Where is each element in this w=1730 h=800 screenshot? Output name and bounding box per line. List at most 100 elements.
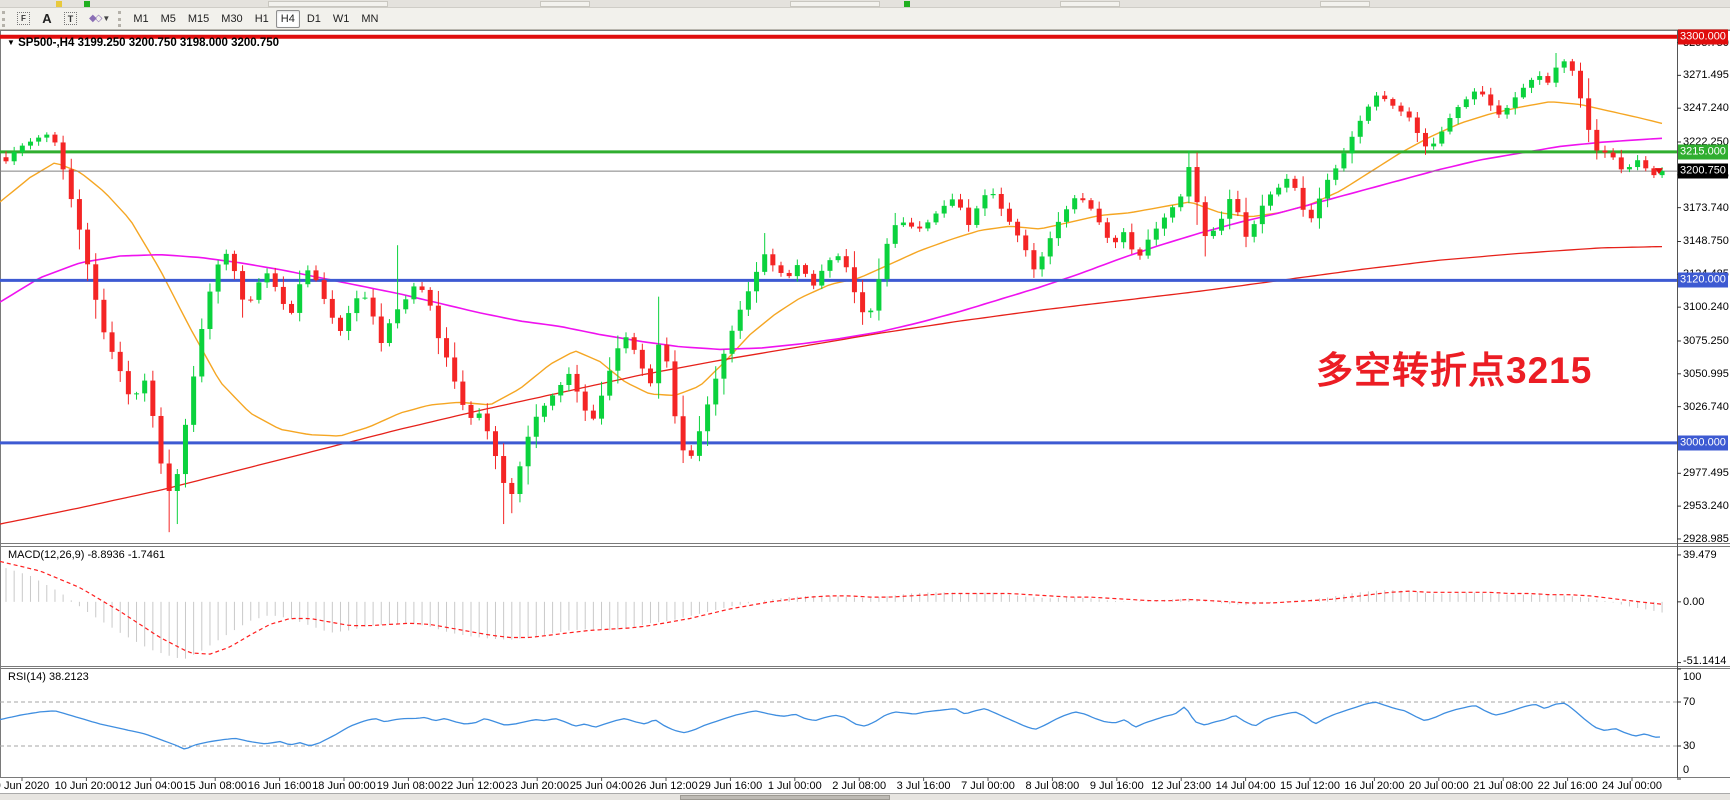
timeframe-button-group: M1 M5 M15 M30 H1 H4 D1 W1 MN	[127, 9, 384, 28]
toolbar-fragment	[268, 1, 388, 7]
timeframe-button-w1[interactable]: W1	[332, 12, 350, 25]
rsi-axis-label: 100	[1683, 671, 1702, 683]
price-axis-label: 3050.995	[1683, 367, 1729, 380]
scrollbar-thumb[interactable]	[680, 795, 890, 800]
top-toolbar-strip	[0, 0, 1730, 8]
time-axis-label: 9 Jun 2020	[0, 780, 50, 792]
toolbar-green-icon	[904, 1, 910, 7]
time-axis-label: 26 Jun 12:00	[634, 780, 698, 792]
drawing-and-timeframe-toolbar: F A T ◆◇ ▼ M1 M5 M15 M30 H1 H4 D1 W1 MN	[0, 8, 1730, 30]
price-badge: 3120.000	[1678, 272, 1728, 288]
chart-title[interactable]: ▼ SP500-,H4 3199.250 3200.750 3198.000 3…	[7, 37, 279, 49]
timeframe-button-h1[interactable]: H1	[254, 12, 269, 25]
time-axis-label: 9 Jul 16:00	[1089, 780, 1144, 792]
time-axis-label: 7 Jul 00:00	[961, 780, 1015, 792]
price-axis-label: 3026.740	[1683, 400, 1729, 413]
time-axis-label: 8 Jul 08:00	[1025, 780, 1080, 792]
chart-ohlc-values: 3199.250 3200.750 3198.000 3200.750	[77, 37, 280, 49]
toolbar-fragment	[1060, 1, 1120, 7]
price-badge: 3300.000	[1678, 29, 1728, 45]
price-axis-label: 2928.985	[1683, 532, 1729, 545]
time-axis-label: 2 Jul 08:00	[832, 780, 887, 792]
rsi-axis-label: 0	[1683, 764, 1690, 776]
toolbar-drag-handle[interactable]	[118, 10, 123, 27]
time-axis-label: 20 Jul 00:00	[1408, 780, 1469, 792]
timeframe-button-m5[interactable]: M5	[160, 12, 176, 25]
toolbar-fragment	[790, 1, 880, 7]
rsi-name: RSI(14)	[8, 671, 46, 683]
price-axis-label: 3247.240	[1683, 102, 1729, 115]
time-axis-label: 15 Jul 12:00	[1280, 780, 1340, 792]
price-axis-label: 3148.750	[1683, 235, 1729, 248]
current-price-arrow-icon	[1655, 168, 1663, 175]
macd-axis-label: 39.479	[1683, 548, 1717, 561]
price-badge: 3215.000	[1678, 144, 1728, 160]
time-axis-label: 10 Jun 20:00	[54, 780, 119, 792]
macd-values: -8.8936 -1.7461	[87, 549, 166, 561]
shapes-tool-icon: ◆◇	[89, 13, 102, 24]
ma-slow-red	[0, 245, 1663, 525]
price-axis-label: 2953.240	[1683, 500, 1729, 513]
time-axis-label: 16 Jun 16:00	[247, 780, 312, 792]
time-axis-label: 14 Jul 04:00	[1215, 780, 1276, 792]
ma-mid-magenta	[0, 137, 1663, 351]
toolbar-fragment	[1320, 1, 1370, 7]
time-axis-label: 15 Jun 08:00	[183, 780, 247, 792]
time-axis-label: 22 Jun 12:00	[440, 780, 505, 792]
rsi-axis-label: 30	[1683, 740, 1696, 752]
toolbar-fragment	[540, 1, 590, 7]
time-axis-label: 22 Jul 16:00	[1537, 780, 1598, 792]
macd-indicator-label[interactable]: MACD(12,26,9) -8.8936 -1.7461	[8, 549, 165, 561]
price-badge: 3200.750	[1678, 163, 1728, 179]
macd-signal-line	[0, 560, 1663, 655]
price-badge: 3000.000	[1678, 435, 1728, 451]
macd-name: MACD(12,26,9)	[8, 549, 85, 561]
time-axis-label: 19 Jun 08:00	[376, 780, 441, 792]
toolbar-drag-handle[interactable]	[2, 10, 7, 27]
timeframe-button-mn[interactable]: MN	[361, 12, 379, 25]
time-axis-label: 1 Jul 00:00	[767, 780, 822, 792]
time-axis-label: 29 Jun 16:00	[698, 780, 763, 792]
toolbar-green-icon	[84, 1, 90, 7]
price-axis-label: 3075.250	[1683, 334, 1729, 347]
time-axis-label: 16 Jul 20:00	[1344, 780, 1405, 792]
text-label-button[interactable]: A	[37, 10, 57, 28]
text-tool-button[interactable]: T	[59, 10, 82, 28]
chart-shift-icon: F	[17, 12, 30, 25]
chart-dropdown-icon[interactable]: ▼	[7, 38, 15, 47]
price-axis-label: 3173.740	[1683, 201, 1729, 214]
rsi-line	[0, 701, 1661, 750]
shapes-tool-button[interactable]: ◆◇ ▼	[84, 10, 115, 28]
time-axis-label: 23 Jun 20:00	[505, 780, 569, 792]
ma-fast-orange	[0, 101, 1663, 437]
time-axis-label: 18 Jun 00:00	[312, 780, 376, 792]
chart-annotation-text[interactable]: 多空转折点3215	[1316, 350, 1593, 391]
timeframe-button-m1[interactable]: M1	[133, 12, 149, 25]
timeframe-button-m15[interactable]: M15	[187, 12, 210, 25]
time-axis-label: 25 Jun 04:00	[569, 780, 634, 792]
timeframe-button-m30[interactable]: M30	[221, 12, 243, 25]
rsi-indicator-label[interactable]: RSI(14) 38.2123	[8, 671, 89, 683]
rsi-value: 38.2123	[48, 671, 89, 683]
text-label-icon: A	[42, 11, 52, 26]
price-axis-label: 3271.495	[1683, 69, 1729, 82]
timeframe-button-h4[interactable]: H4	[275, 9, 300, 28]
timeframe-button-d1[interactable]: D1	[306, 12, 321, 25]
chart-shift-button[interactable]: F	[12, 10, 35, 28]
rsi-axis-label: 70	[1683, 696, 1696, 708]
macd-axis-label: -51.1414	[1683, 655, 1727, 667]
price-axis-label: 2977.495	[1683, 467, 1729, 480]
macd-axis-label: 0.00	[1683, 595, 1705, 608]
chart-symbol-label: SP500-,H4	[18, 37, 75, 49]
time-axis-label: 12 Jul 23:00	[1151, 780, 1212, 792]
horizontal-scrollbar[interactable]	[0, 793, 1730, 800]
time-axis-label: 24 Jul 00:00	[1602, 780, 1662, 792]
chevron-down-icon: ▼	[102, 14, 111, 23]
price-axis-label: 3100.240	[1683, 301, 1729, 314]
time-axis-label: 12 Jun 04:00	[118, 780, 183, 792]
time-axis-label: 21 Jul 08:00	[1473, 780, 1534, 792]
toolbar-yellow-icon	[56, 1, 62, 7]
time-axis-label: 3 Jul 16:00	[896, 780, 951, 792]
